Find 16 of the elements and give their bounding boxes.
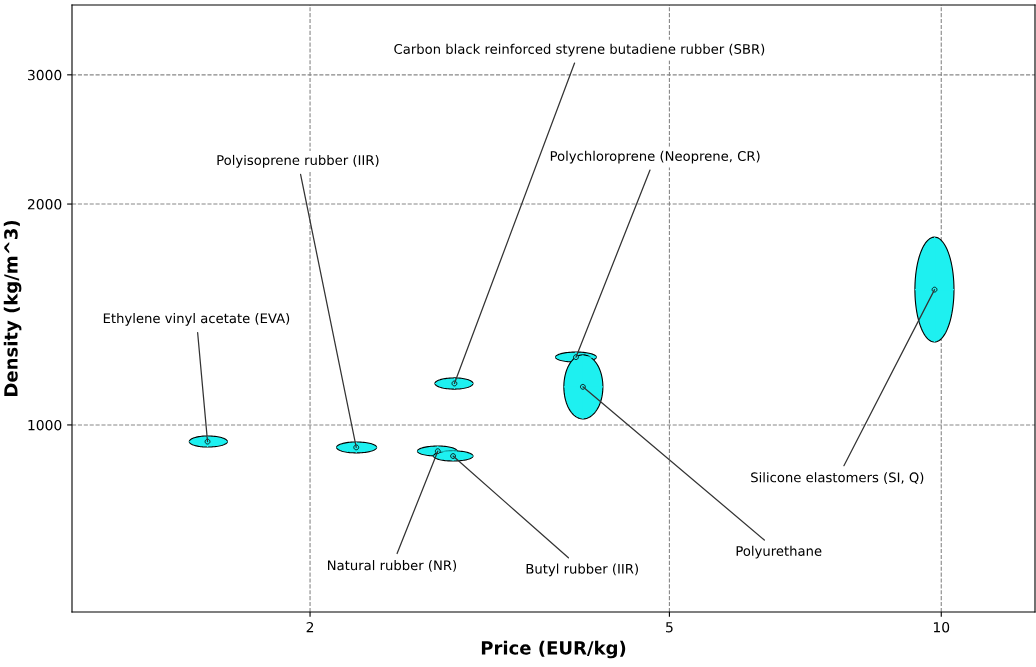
annotation: Silicone elastomers (SI, Q) [751,472,924,484]
annotation: Polyisoprene rubber (IIR) [217,154,379,168]
y-axis-title: Density (kg/m^3) [3,220,22,396]
annotation: Polychloroprene (Neoprene, CR) [550,150,760,164]
annotation: Butyl rubber (IIR) [526,563,638,577]
x-tick-label: 10 [933,621,950,633]
annotation: Ethylene vinyl acetate (EVA) [103,313,290,326]
annotation: Polyurethane [736,545,822,559]
y-tick-label: 3000 [27,69,62,81]
x-tick-label: 5 [666,622,673,633]
y-tick-label: 2000 [27,199,62,210]
annotation: Natural rubber (NR) [328,560,457,572]
x-tick-label: 2 [306,621,314,633]
x-axis-title: Price (EUR/kg) [481,640,626,659]
y-tick-label: 1000 [28,419,62,431]
annotation: Carbon black reinforced styrene butadiene rubber (SBR) [394,43,765,57]
